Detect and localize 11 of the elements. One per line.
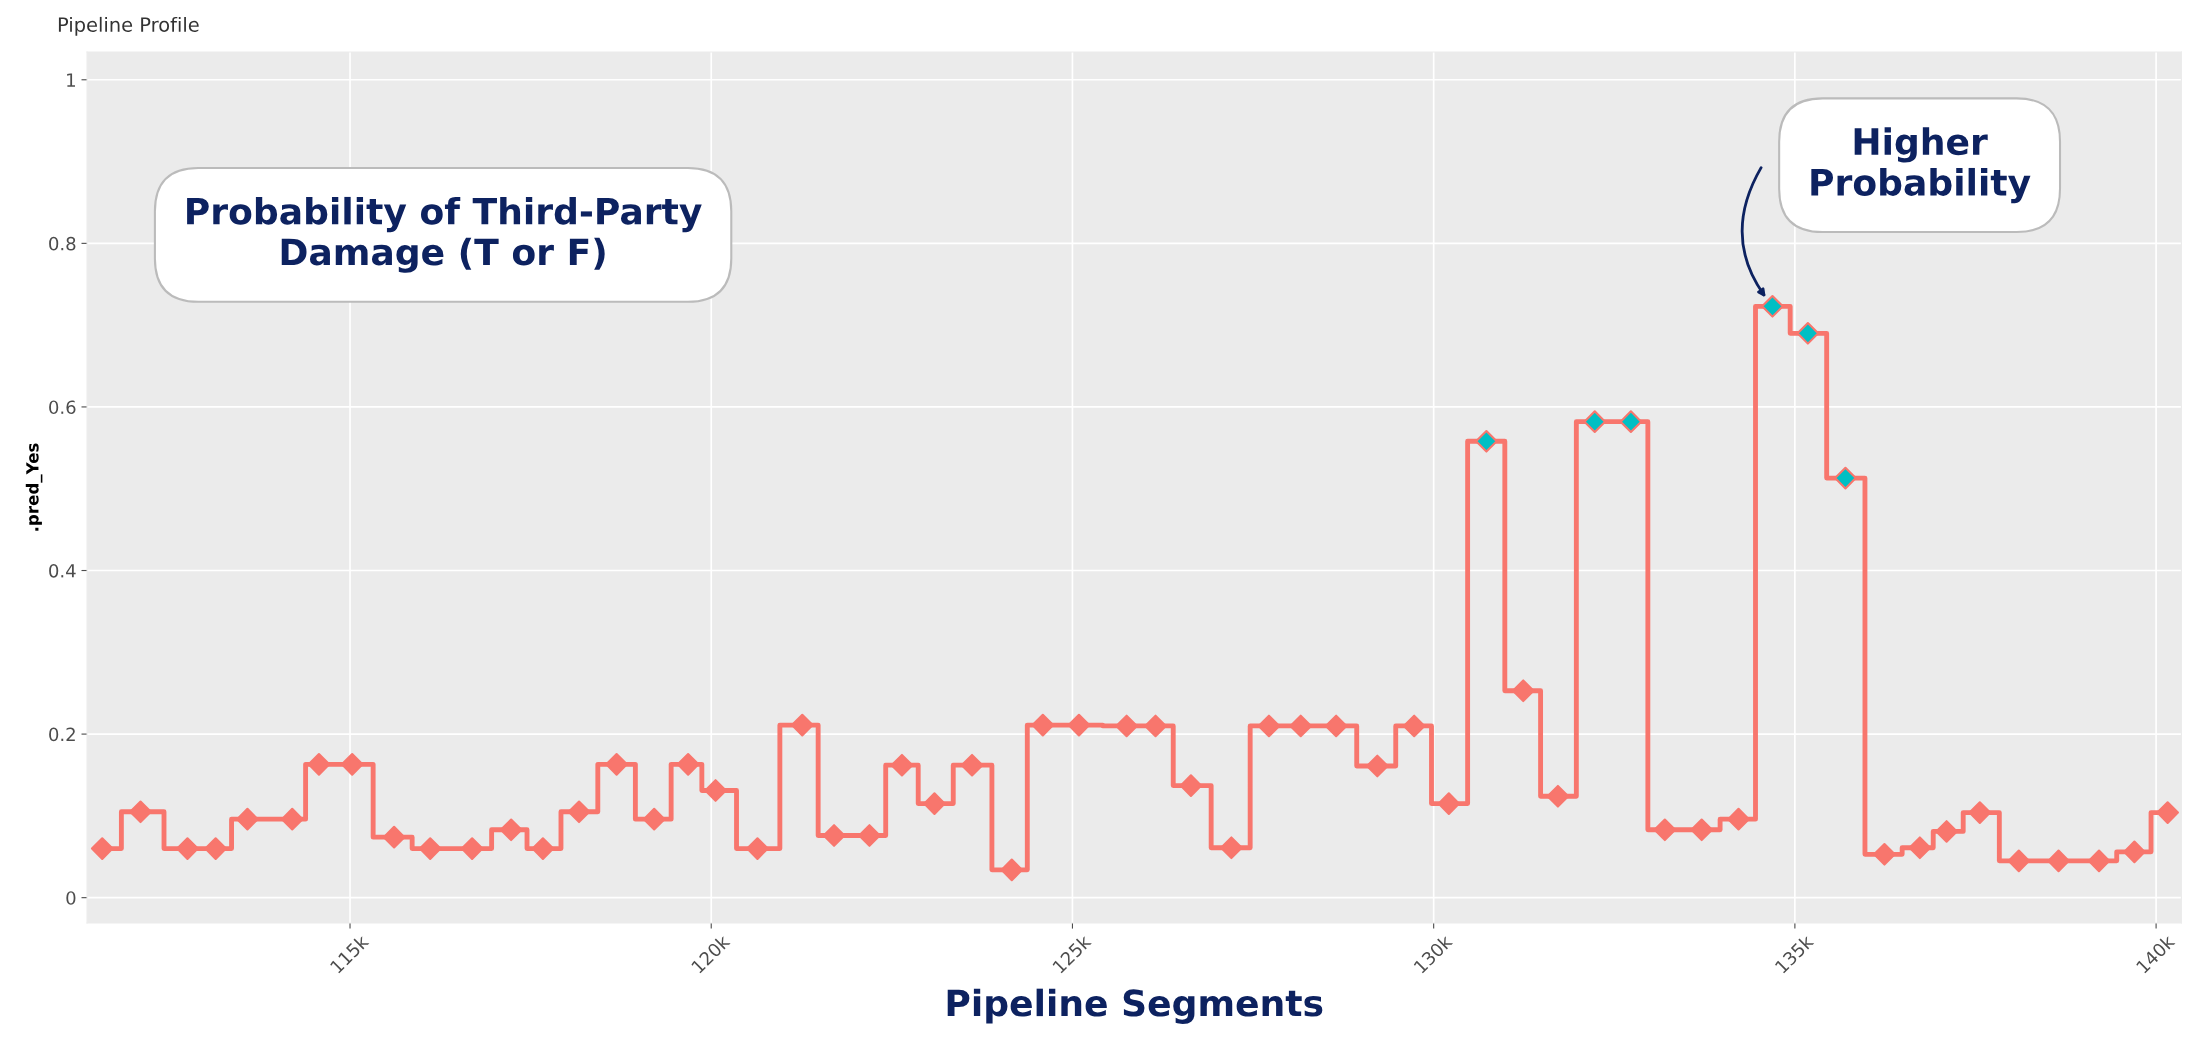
x-axis-title: Pipeline Segments <box>947 988 1323 1024</box>
y-tick-label: 1 <box>67 73 75 87</box>
y-tick-label: 0.8 <box>49 236 76 251</box>
y-axis-title: .pred_Yes <box>25 443 43 531</box>
annotation: Probability of Third-Party Damage (T or F) <box>187 196 702 273</box>
chart-title: Pipeline Profile <box>58 16 199 36</box>
y-tick-label: 0.6 <box>49 400 76 415</box>
y-tick-label: 0.2 <box>49 727 75 742</box>
y-tick-label: 0 <box>66 891 76 905</box>
annotation: Higher Probability <box>1811 127 2031 204</box>
y-tick-label: 0.4 <box>49 563 76 578</box>
